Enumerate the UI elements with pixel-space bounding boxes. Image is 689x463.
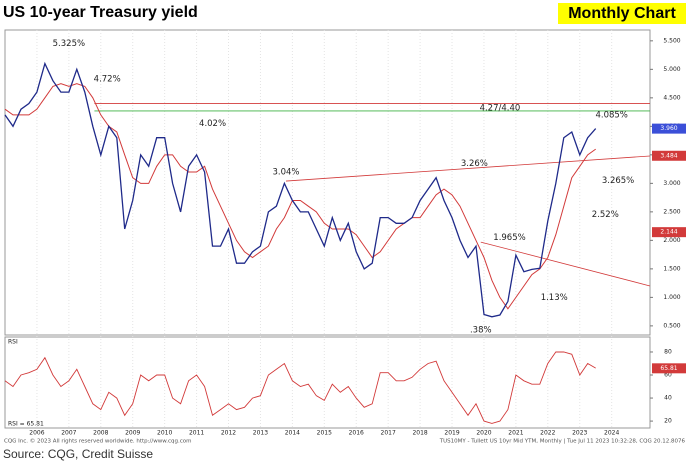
source: Source: CQG, Credit Suisse — [3, 447, 153, 461]
rsi-footer: RSI = 65.81 — [8, 421, 44, 428]
x-tick-label: 2010 — [157, 430, 172, 437]
chart-title: US 10-year Treasury yield — [3, 4, 198, 21]
price-marker — [652, 150, 686, 161]
instrument: TUS10MY - Tullett US 10yr Mid YTM, Month… — [439, 439, 686, 445]
annotation: 3.26% — [461, 159, 488, 169]
price-marker — [652, 227, 686, 238]
x-tick-label: 2013 — [253, 430, 268, 437]
annotation: 4.27/4.40 — [480, 104, 521, 114]
annotation: 4.02% — [199, 119, 226, 129]
copyright: CQG Inc. © 2023 All rights reserved worl… — [4, 438, 191, 445]
badge-bg — [558, 3, 686, 24]
price-line — [4, 61, 597, 318]
annotation: 5.325% — [53, 39, 85, 49]
price-marker-label: 2.144 — [660, 229, 677, 236]
price-marker-label: 3.960 — [660, 125, 677, 132]
rsi-tick-label: 40 — [664, 395, 672, 402]
rsi-tick-label: 60 — [664, 372, 672, 379]
y-tick-label: 2.000 — [663, 237, 680, 244]
y-tick-label: 4.500 — [663, 94, 680, 101]
rsi-tick-label: 80 — [664, 348, 672, 355]
x-tick-label: 2016 — [349, 430, 364, 437]
x-tick-label: 2024 — [604, 430, 619, 437]
annotation: 4.72% — [94, 75, 121, 85]
y-tick-label: 5.500 — [663, 37, 680, 44]
rsi-frame — [4, 336, 651, 429]
x-tick-label: 2020 — [476, 430, 491, 437]
x-tick-label: 2023 — [572, 430, 587, 437]
annotation: 3.265% — [602, 176, 634, 186]
moving-average — [4, 83, 596, 310]
badge: Monthly Chart — [568, 5, 676, 22]
annotation: 4.085% — [595, 110, 627, 120]
rsi-label: RSI — [8, 339, 18, 346]
annotation: 1.13% — [541, 293, 568, 303]
rsi-tick-label: 20 — [664, 418, 672, 425]
annotation: 1.965% — [493, 233, 525, 243]
x-tick-label: 2015 — [317, 430, 332, 437]
x-tick-label: 2009 — [125, 430, 140, 437]
price-marker — [652, 123, 686, 134]
x-tick-label: 2006 — [29, 430, 44, 437]
y-tick-label: 3.000 — [663, 180, 680, 187]
annotation: 2.52% — [592, 210, 619, 220]
x-tick-label: 2021 — [508, 430, 523, 437]
y-tick-label: 2.500 — [663, 208, 680, 215]
y-tick-label: 1.000 — [663, 294, 680, 301]
trend-line — [480, 241, 651, 287]
annotation: .38% — [470, 325, 492, 335]
y-tick-label: 5.000 — [663, 66, 680, 73]
x-tick-label: 2007 — [61, 430, 76, 437]
x-tick-label: 2018 — [412, 430, 427, 437]
trend-line — [285, 155, 651, 182]
price-marker-label: 3.484 — [660, 152, 677, 159]
y-tick-label: 0.500 — [663, 322, 680, 329]
rsi-line — [4, 351, 596, 424]
x-tick-label: 2017 — [381, 430, 396, 437]
x-tick-label: 2011 — [189, 430, 204, 437]
x-tick-label: 2012 — [221, 430, 236, 437]
annotation: 3.04% — [272, 167, 299, 177]
y-tick-label: 1.500 — [663, 265, 680, 272]
x-tick-label: 2019 — [444, 430, 459, 437]
rsi-marker — [652, 363, 686, 374]
main-frame — [4, 29, 651, 336]
x-tick-label: 2014 — [285, 430, 300, 437]
x-tick-label: 2008 — [93, 430, 108, 437]
x-tick-label: 2022 — [540, 430, 555, 437]
rsi-marker-label: 65.81 — [660, 365, 677, 372]
